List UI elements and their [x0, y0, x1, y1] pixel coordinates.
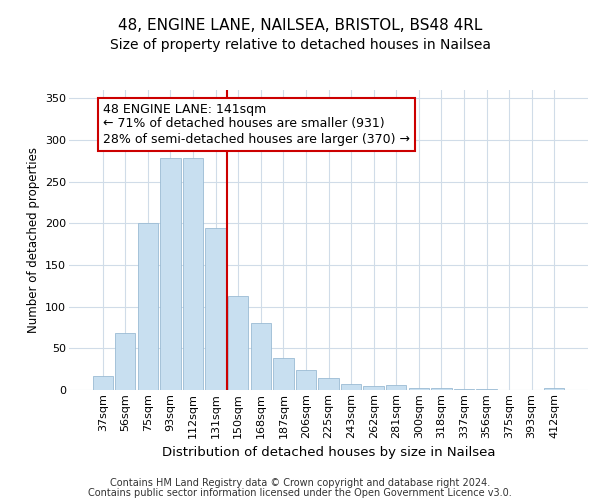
Bar — [92, 376, 113, 390]
Bar — [319, 378, 338, 390]
Bar — [544, 388, 565, 390]
Y-axis label: Number of detached properties: Number of detached properties — [26, 147, 40, 333]
Text: Size of property relative to detached houses in Nailsea: Size of property relative to detached ho… — [110, 38, 491, 52]
Bar — [183, 158, 203, 390]
Text: 48 ENGINE LANE: 141sqm
← 71% of detached houses are smaller (931)
28% of semi-de: 48 ENGINE LANE: 141sqm ← 71% of detached… — [103, 102, 410, 146]
Text: Contains HM Land Registry data © Crown copyright and database right 2024.: Contains HM Land Registry data © Crown c… — [110, 478, 490, 488]
Bar — [386, 385, 406, 390]
Bar — [296, 370, 316, 390]
Bar — [409, 388, 429, 390]
Bar — [160, 158, 181, 390]
Bar — [228, 296, 248, 390]
Bar — [138, 224, 158, 390]
Bar — [273, 358, 293, 390]
Bar — [454, 389, 474, 390]
Bar — [115, 334, 136, 390]
Text: Contains public sector information licensed under the Open Government Licence v3: Contains public sector information licen… — [88, 488, 512, 498]
X-axis label: Distribution of detached houses by size in Nailsea: Distribution of detached houses by size … — [162, 446, 495, 459]
Bar — [341, 384, 361, 390]
Bar — [364, 386, 384, 390]
Text: 48, ENGINE LANE, NAILSEA, BRISTOL, BS48 4RL: 48, ENGINE LANE, NAILSEA, BRISTOL, BS48 … — [118, 18, 482, 32]
Bar — [205, 228, 226, 390]
Bar — [476, 389, 497, 390]
Bar — [251, 324, 271, 390]
Bar — [431, 388, 452, 390]
